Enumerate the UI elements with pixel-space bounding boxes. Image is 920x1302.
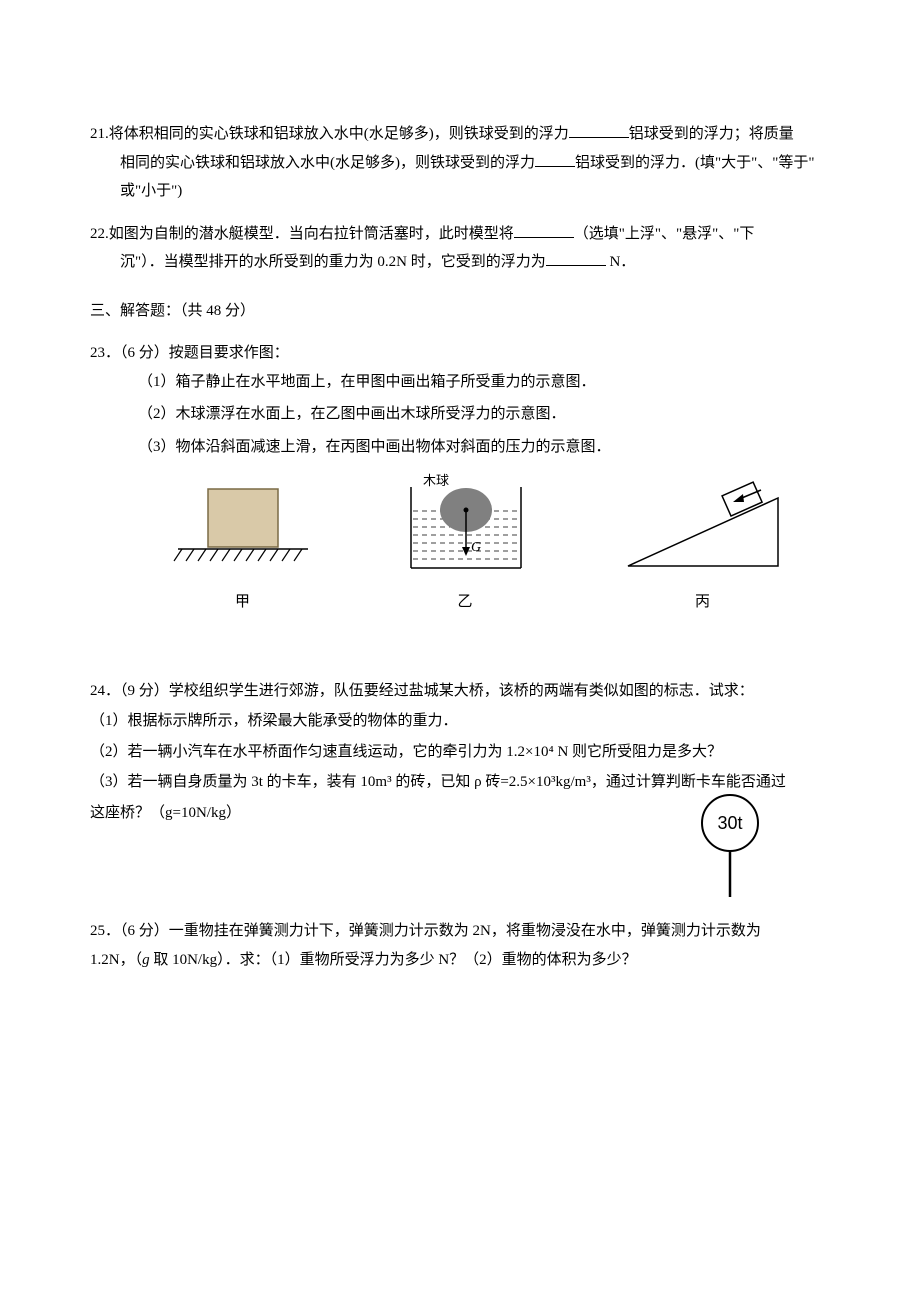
incline-triangle xyxy=(628,498,778,566)
q22-text1a: 如图为自制的潜水艇模型．当向右拉针筒活塞时，此时模型将 xyxy=(109,226,514,242)
q21-text3: 或"小于") xyxy=(120,183,182,199)
q24-sub1: （1）根据标示牌所示，桥梁最大能承受的物体的重力． xyxy=(90,707,830,736)
section-3-title: 三、解答题：（共 48 分） xyxy=(90,297,830,326)
figure-yi: 木球 G 乙 xyxy=(393,473,538,617)
q22-text2b: N． xyxy=(606,254,636,270)
q25-line2: 1.2N，（g 取 10N/kg）．求：（1）重物所受浮力为多少 N？（2）重物… xyxy=(90,946,830,975)
q21-line1: 21.将体积相同的实心铁球和铝球放入水中(水足够多)，则铁球受到的浮力 铝球受到的… xyxy=(90,120,830,149)
q24-sub3a: （3）若一辆自身质量为 3t 的卡车，装有 10m³ 的砖，已知 ρ 砖=2.5… xyxy=(90,768,830,797)
road-sign: 30t xyxy=(690,789,770,910)
q23-sub2: （2）木球漂浮在水面上，在乙图中画出木球所受浮力的示意图． xyxy=(138,400,830,429)
q22-line1: 22.如图为自制的潜水艇模型．当向右拉针筒活塞时，此时模型将 （选填"上浮"、"悬… xyxy=(90,220,830,249)
q23-head-text: （6 分）按题目要求作图： xyxy=(120,345,289,361)
hatch-marks xyxy=(174,549,302,561)
q23-number: 23． xyxy=(90,345,120,361)
q22-text1b: （选填"上浮"、"悬浮"、"下 xyxy=(574,226,755,242)
q22-line2: 沉"）．当模型排开的水所受到的重力为 0.2N 时，它受到的浮力为 N． xyxy=(120,248,830,277)
q24-sub3b: 这座桥？（g=10N/kg） 30t xyxy=(90,799,830,828)
q24-sub2: （2）若一辆小汽车在水平桥面作匀速直线运动，它的牵引力为 1.2×10⁴ N 则… xyxy=(90,738,830,767)
q25-number: 25． xyxy=(90,923,120,939)
q22-text2a: 沉"）．当模型排开的水所受到的重力为 0.2N 时，它受到的浮力为 xyxy=(120,254,546,270)
q25-g-symbol: g xyxy=(142,952,150,968)
q23-head: 23．（6 分）按题目要求作图： xyxy=(90,339,830,368)
q22-number: 22. xyxy=(90,226,109,242)
q23-sub3: （3）物体沿斜面减速上滑，在丙图中画出物体对斜面的压力的示意图． xyxy=(138,433,830,462)
q21-number: 21. xyxy=(90,126,109,142)
q21-text1b: 铝球受到的浮力；将质量 xyxy=(629,126,794,142)
q21-line3: 或"小于") xyxy=(120,177,830,206)
blank-field[interactable] xyxy=(546,248,606,266)
q25-text2b: 取 10N/kg）．求：（1）重物所受浮力为多少 N？（2）重物的体积为多少？ xyxy=(150,952,637,968)
question-21: 21.将体积相同的实心铁球和铝球放入水中(水足够多)，则铁球受到的浮力铝球受到的… xyxy=(90,120,830,206)
q24-head-text: （9 分）学校组织学生进行郊游，队伍要经过盐城某大桥，该桥的两端有类似如图的标志… xyxy=(120,683,754,699)
question-24: 24．（9 分）学校组织学生进行郊游，队伍要经过盐城某大桥，该桥的两端有类似如图… xyxy=(90,677,830,828)
question-25: 25．（6 分）一重物挂在弹簧测力计下，弹簧测力计示数为 2N，将重物浸没在水中… xyxy=(90,917,830,974)
blank-field[interactable] xyxy=(569,120,629,138)
q25-line1: 25．（6 分）一重物挂在弹簧测力计下，弹簧测力计示数为 2N，将重物浸没在水中… xyxy=(90,917,830,946)
wood-ball-label: 木球 xyxy=(423,473,449,488)
figure-jia: 甲 xyxy=(168,483,318,617)
gravity-arrow-head xyxy=(462,547,470,556)
box-shape xyxy=(208,489,278,547)
figure-label-yi: 乙 xyxy=(457,588,472,617)
q21-line2: 相同的实心铁球和铝球放入水中(水足够多)，则铁球受到的浮力 铝球受到的浮力．(填"… xyxy=(120,149,830,178)
q24-head: 24．（9 分）学校组织学生进行郊游，队伍要经过盐城某大桥，该桥的两端有类似如图… xyxy=(90,677,830,706)
gravity-label: G xyxy=(471,540,481,555)
figure-label-bing: 丙 xyxy=(695,588,710,617)
q25-text1: （6 分）一重物挂在弹簧测力计下，弹簧测力计示数为 2N，将重物浸没在水中，弹簧… xyxy=(120,923,761,939)
blank-field[interactable] xyxy=(535,149,575,167)
figure-bing: 丙 xyxy=(613,478,793,617)
ball-in-water-diagram: 木球 G xyxy=(393,473,538,578)
q21-text1a: 将体积相同的实心铁球和铝球放入水中(水足够多)，则铁球受到的浮力 xyxy=(109,126,569,142)
box-on-ground-diagram xyxy=(168,483,318,578)
q23-sub1: （1）箱子静止在水平地面上，在甲图中画出箱子所受重力的示意图． xyxy=(138,368,830,397)
blank-field[interactable] xyxy=(514,220,574,238)
q21-text2a: 相同的实心铁球和铝球放入水中(水足够多)，则铁球受到的浮力 xyxy=(120,155,535,171)
figures-row: 甲 木球 G xyxy=(130,473,830,617)
question-23: 23．（6 分）按题目要求作图： （1）箱子静止在水平地面上，在甲图中画出箱子所… xyxy=(90,339,830,617)
q24-number: 24． xyxy=(90,683,120,699)
q25-text2a: 1.2N，（ xyxy=(90,952,142,968)
figure-label-jia: 甲 xyxy=(235,588,250,617)
sign-text: 30t xyxy=(717,813,742,833)
q21-text2b: 铝球受到的浮力．(填"大于"、"等于" xyxy=(575,155,815,171)
question-22: 22.如图为自制的潜水艇模型．当向右拉针筒活塞时，此时模型将 （选填"上浮"、"悬… xyxy=(90,220,830,277)
weight-limit-sign: 30t xyxy=(690,789,770,899)
incline-diagram xyxy=(613,478,793,578)
q24-sub3b-text: 这座桥？（g=10N/kg） xyxy=(90,805,241,821)
